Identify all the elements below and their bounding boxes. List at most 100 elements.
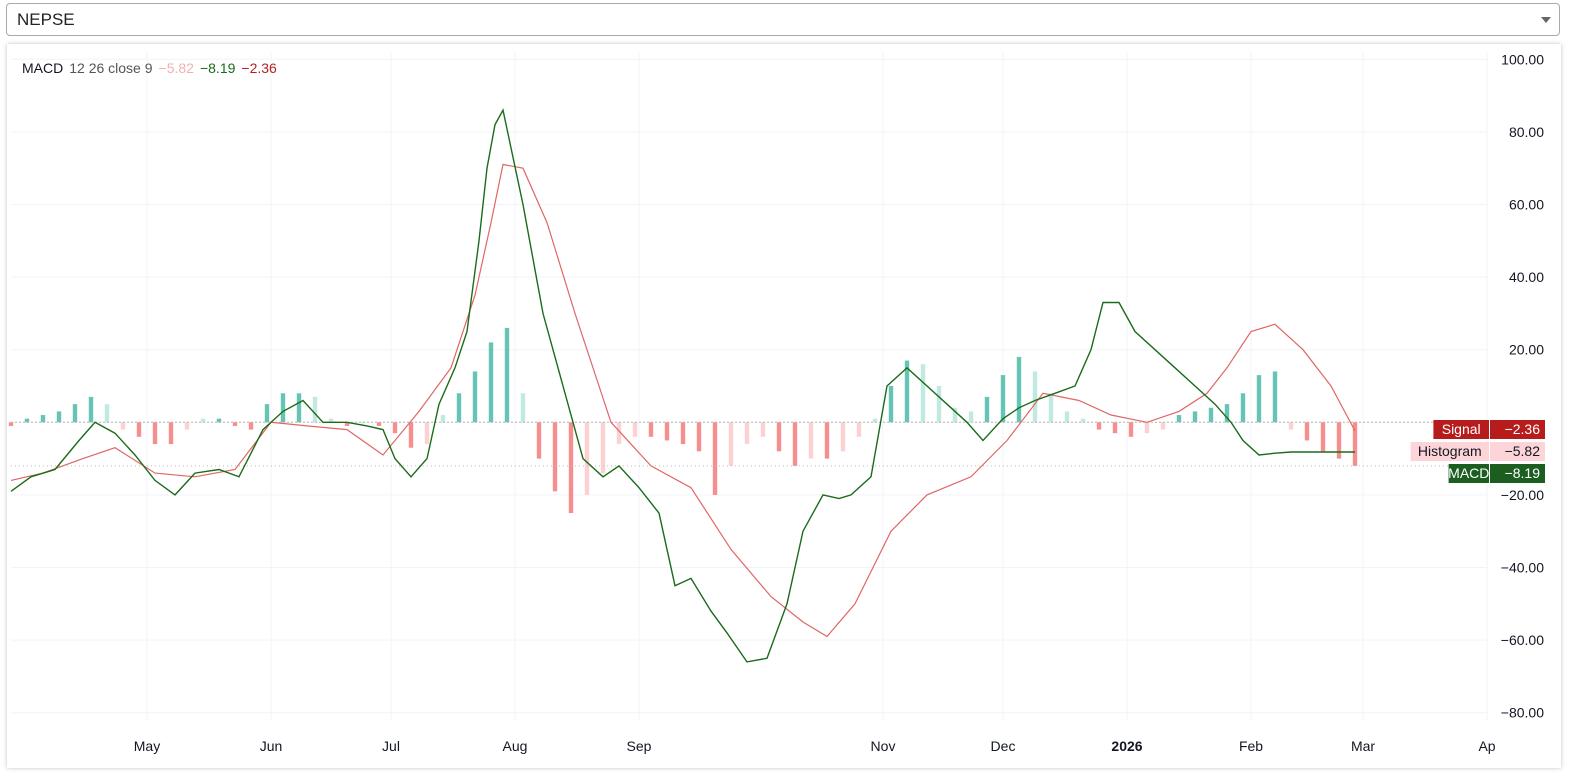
- x-tick-label: Feb: [1239, 738, 1263, 754]
- histogram-bar: [1304, 422, 1310, 441]
- x-tick-label: Dec: [991, 738, 1016, 754]
- histogram-bar: [760, 422, 766, 437]
- price-tag-value-bg: [1490, 420, 1545, 439]
- x-tick-label: Mar: [1351, 738, 1375, 754]
- histogram-bar: [1240, 393, 1246, 423]
- x-tick-label: Sep: [627, 738, 652, 754]
- histogram-bar: [312, 396, 318, 423]
- price-tag-value: −2.36: [1505, 421, 1541, 437]
- histogram-bar: [296, 393, 302, 423]
- histogram-bar: [24, 418, 30, 423]
- histogram-bar: [1032, 371, 1038, 423]
- macd-chart[interactable]: 100.00 80.00 60.00 40.00 20.00 −20.00 −40.00 −6…: [7, 44, 1561, 768]
- x-tick-label: Aug: [503, 738, 528, 754]
- histogram-bar: [824, 422, 830, 459]
- histogram-bar: [56, 411, 62, 423]
- histogram-bar: [1224, 404, 1230, 423]
- histogram-bar: [1112, 422, 1118, 434]
- symbol-select[interactable]: NEPSE: [6, 3, 1560, 36]
- histogram-bar: [136, 422, 142, 437]
- histogram-bar: [1160, 422, 1166, 430]
- histogram-bar: [1096, 422, 1102, 430]
- histogram-bar: [168, 422, 174, 445]
- histogram-bar: [968, 411, 974, 423]
- symbol-select-value: NEPSE: [17, 9, 75, 29]
- histogram-bar: [1064, 411, 1070, 423]
- histogram-bar: [344, 422, 350, 426]
- signal-line: [10, 163, 1356, 638]
- price-tag-value-bg: [1490, 442, 1545, 461]
- legend-name: MACD: [22, 60, 64, 76]
- histogram-bar: [1352, 422, 1358, 466]
- histogram-bar: [600, 422, 606, 474]
- y-tick-label: 60.00: [1509, 196, 1544, 212]
- histogram-bar: [680, 422, 686, 445]
- histogram-bar: [808, 422, 814, 459]
- histogram-bar: [456, 393, 462, 423]
- histogram-bar: [504, 327, 510, 423]
- y-tick-label: −80.00: [1501, 705, 1544, 721]
- histogram-bar: [1256, 375, 1262, 423]
- legend: MACD 12 26 close 9 −5.82 −8.19 −2.36: [22, 60, 277, 76]
- histogram-bar: [664, 422, 670, 441]
- histogram-bar: [856, 422, 862, 437]
- chevron-down-icon: [1541, 17, 1551, 23]
- histogram-bar: [216, 418, 222, 423]
- histogram-bar: [888, 386, 894, 423]
- x-tick-label: Ap: [1478, 738, 1495, 754]
- y-tick-label: 100.00: [1501, 51, 1544, 67]
- y-axis: 100.00 80.00 60.00 40.00 20.00 −20.00 −40.00 −6…: [1501, 51, 1544, 720]
- histogram-bar: [520, 393, 526, 423]
- price-tag-label-bg: [1448, 464, 1489, 483]
- legend-params: 12 26 close 9: [69, 60, 153, 76]
- histogram-bar: [792, 422, 798, 466]
- histogram-bar: [376, 422, 382, 426]
- histogram-bar: [1016, 356, 1022, 423]
- histogram-bar: [632, 422, 638, 437]
- histogram-bar: [1176, 415, 1182, 423]
- histogram-bar: [904, 360, 910, 423]
- histogram-bar: [1144, 422, 1150, 434]
- chart-grid: [11, 52, 1488, 720]
- price-tag-label: Histogram: [1418, 443, 1482, 459]
- histogram-bar: [72, 404, 78, 423]
- histogram-bar: [472, 371, 478, 423]
- histogram-bar: [696, 422, 702, 452]
- price-tag-label: Signal: [1442, 421, 1481, 437]
- histogram-bar: [648, 422, 654, 437]
- histogram-bar: [328, 418, 334, 423]
- x-tick-label: 2026: [1111, 738, 1142, 754]
- histogram-bar: [1272, 371, 1278, 423]
- histogram-bar: [8, 422, 14, 426]
- histogram-bar: [920, 364, 926, 423]
- legend-signal-value: −2.36: [241, 60, 277, 76]
- histogram-bar: [408, 422, 414, 448]
- histogram-bar: [200, 418, 206, 423]
- x-axis: May Jun Jul Aug Sep Nov Dec 2026 Feb Mar Ap: [134, 738, 1496, 754]
- price-tag-value: −8.19: [1505, 465, 1541, 481]
- histogram-bar: [712, 422, 718, 495]
- y-tick-label: 80.00: [1509, 124, 1544, 140]
- histogram-bar: [184, 422, 190, 430]
- histogram-bar: [1192, 411, 1198, 423]
- histogram-bar: [1048, 393, 1054, 423]
- legend-macd-value: −8.19: [199, 60, 236, 76]
- y-tick-label: −60.00: [1501, 632, 1544, 648]
- histogram-bar: [488, 342, 494, 423]
- x-tick-label: Nov: [871, 738, 896, 754]
- histogram-bar: [104, 404, 110, 423]
- histogram-bar: [936, 386, 942, 423]
- price-tag-value-bg: [1490, 464, 1545, 483]
- histogram-bar: [952, 407, 958, 423]
- histogram-bar: [120, 422, 126, 430]
- histogram-bars: [8, 327, 1358, 514]
- histogram-bar: [40, 415, 46, 423]
- histogram-bar: [264, 404, 270, 423]
- chart-card[interactable]: 100.00 80.00 60.00 40.00 20.00 −20.00 −40.00 −6…: [7, 44, 1561, 768]
- histogram-bar: [584, 422, 590, 495]
- histogram-bar: [392, 422, 398, 434]
- histogram-bar: [1208, 407, 1214, 423]
- histogram-bar: [536, 422, 542, 459]
- histogram-bar: [1288, 422, 1294, 430]
- x-tick-label: May: [134, 738, 160, 754]
